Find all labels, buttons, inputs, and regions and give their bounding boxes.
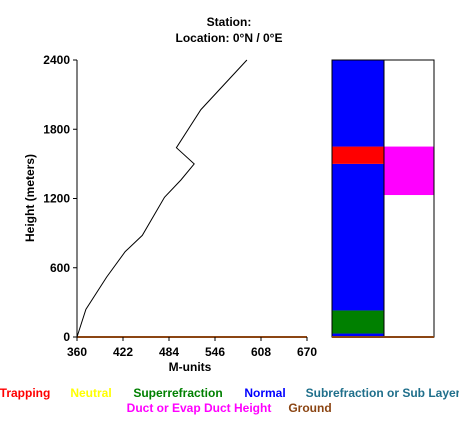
legend-item: Neutral xyxy=(70,386,111,400)
left-layer-segment xyxy=(332,146,384,164)
legend: Trapping Neutral Superrefraction Normal Subr… xyxy=(0,386,459,415)
y-tick-label: 0 xyxy=(63,330,70,344)
y-axis-label: Height (meters) xyxy=(23,154,37,242)
y-ticks: 0 600 1200 1800 2400 xyxy=(43,53,77,344)
right-layer-segment xyxy=(384,146,434,196)
legend-item: Normal xyxy=(244,386,285,400)
x-tick-label: 360 xyxy=(67,345,87,359)
y-tick-label: 600 xyxy=(50,261,70,275)
layer-bars xyxy=(331,59,435,338)
left-layer-segment xyxy=(332,333,384,337)
location-label: Location: 0°N / 0°E xyxy=(176,31,283,45)
station-label: Station: xyxy=(207,15,252,29)
left-layer-segment xyxy=(332,163,384,311)
left-layer-segment xyxy=(332,60,384,147)
x-tick-label: 670 xyxy=(297,345,317,359)
x-tick-label: 608 xyxy=(251,345,271,359)
y-tick-label: 1800 xyxy=(43,122,70,136)
legend-item: Ground xyxy=(288,401,331,415)
x-axis-label: M-units xyxy=(169,360,212,374)
m-unit-profile-line xyxy=(76,59,248,338)
y-tick-label: 1200 xyxy=(43,192,70,206)
y-tick-label: 2400 xyxy=(43,53,70,67)
legend-item: Trapping xyxy=(0,386,50,400)
x-tick-label: 422 xyxy=(113,345,133,359)
left-layer-segment xyxy=(332,310,384,334)
x-ticks: 360 422 484 546 608 670 xyxy=(67,337,317,359)
legend-item: Superrefraction xyxy=(133,386,222,400)
x-tick-label: 484 xyxy=(159,345,179,359)
x-tick-label: 546 xyxy=(205,345,225,359)
legend-item: Duct or Evap Duct Height xyxy=(127,401,272,415)
profile-plot: 360 422 484 546 608 670 0 600 1200 1800 2400 xyxy=(43,53,317,359)
legend-item: Subrefraction or Sub Layer xyxy=(306,386,459,400)
